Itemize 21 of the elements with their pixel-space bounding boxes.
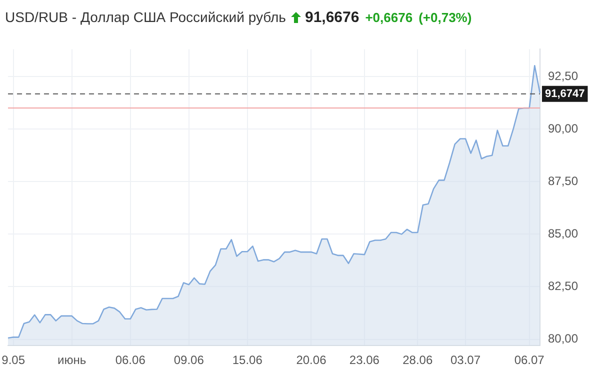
x-tick-label: 9.05 [2, 353, 26, 368]
y-tick-label: 90,00 [548, 121, 578, 136]
ref-line-label: 91,6747 [544, 88, 585, 100]
x-tick-label: 03.07 [450, 353, 481, 368]
y-tick-label: 80,00 [548, 332, 578, 346]
x-tick-label: 15.06 [232, 353, 263, 368]
x-tick-label: 06.06 [115, 353, 146, 368]
y-tick-label: 82,50 [548, 279, 578, 294]
x-tick-label: 20.06 [296, 353, 327, 368]
y-tick-label: 85,00 [548, 226, 578, 240]
x-tick-label: июнь [58, 353, 86, 368]
x-tick-label: 09.06 [174, 353, 204, 368]
text: +0,6676 [365, 10, 413, 24]
x-tick-label: 28.06 [402, 353, 433, 368]
text: 91,6676 [304, 8, 360, 26]
y-tick-label: 92,50 [548, 68, 578, 83]
chart-title: USD/RUB - Доллар США Российский рубль [5, 9, 286, 25]
y-tick-label: 87,50 [548, 174, 578, 188]
text: (+0,73%) [418, 10, 472, 24]
x-tick-label: 06.07 [514, 353, 545, 368]
x-tick-label: 23.06 [349, 353, 380, 368]
